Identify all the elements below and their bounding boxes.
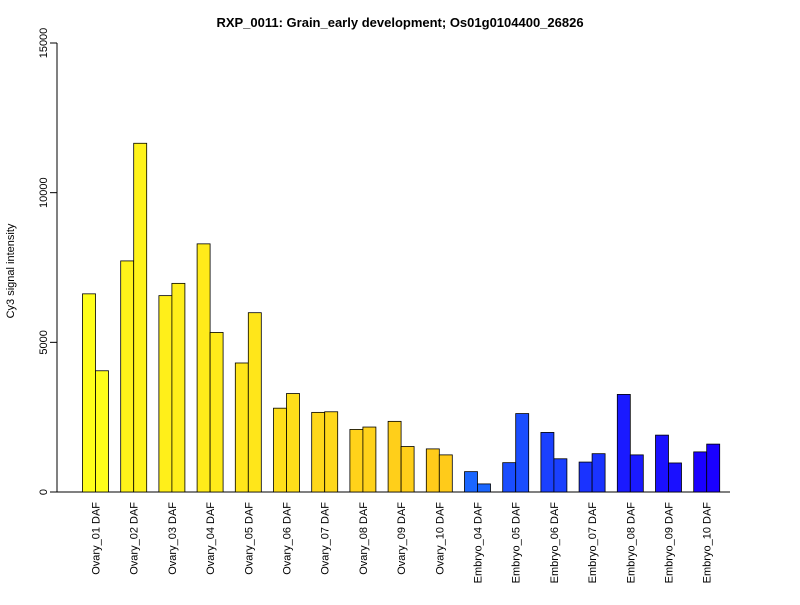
bar <box>349 429 364 493</box>
bar <box>324 411 339 493</box>
bar <box>477 483 491 493</box>
bar <box>311 411 326 493</box>
bar <box>464 471 478 493</box>
bar <box>655 434 669 493</box>
category-label: Ovary_03 DAF <box>167 502 179 575</box>
y-axis-label: Cy3 signal intensity <box>5 223 17 318</box>
bar <box>591 453 606 493</box>
bar <box>120 260 135 493</box>
chart-title: RXP_0011: Grain_early development; Os01g… <box>216 15 583 30</box>
bar <box>171 282 186 493</box>
category-label: Embryo_07 DAF <box>587 502 599 584</box>
bar <box>616 394 631 493</box>
bars-group <box>82 142 721 493</box>
category-label: Ovary_09 DAF <box>396 502 408 575</box>
category-labels: Ovary_01 DAF Ovary_02 DAF Ovary_03 DAF Ovar… <box>91 502 714 584</box>
category-label: Ovary_01 DAF <box>91 502 103 575</box>
category-label: Embryo_08 DAF <box>625 502 637 584</box>
category-label: Ovary_08 DAF <box>358 502 370 575</box>
bar <box>400 446 415 493</box>
bar <box>578 461 593 493</box>
bar <box>693 451 708 493</box>
bar <box>196 243 211 493</box>
bar <box>133 142 148 493</box>
bar <box>629 454 644 493</box>
bar <box>502 462 517 493</box>
bar <box>540 432 555 493</box>
bar <box>95 370 109 493</box>
y-axis: 0 5000 10000 15000 <box>38 28 58 495</box>
category-label: Embryo_09 DAF <box>664 502 676 584</box>
bar <box>438 454 453 493</box>
category-label: Embryo_06 DAF <box>549 502 561 584</box>
bar <box>425 448 440 493</box>
category-label: Ovary_10 DAF <box>434 502 446 575</box>
bar <box>286 393 300 493</box>
y-tick-label: 5000 <box>38 330 50 354</box>
bar <box>515 413 530 493</box>
bar <box>158 295 173 493</box>
bar <box>273 407 287 493</box>
y-tick-label: 10000 <box>38 177 50 208</box>
category-label: Ovary_05 DAF <box>243 502 255 575</box>
y-tick-label: 0 <box>38 489 50 495</box>
category-label: Embryo_04 DAF <box>473 502 485 584</box>
category-label: Embryo_10 DAF <box>702 502 714 584</box>
category-label: Ovary_04 DAF <box>205 502 217 575</box>
category-label: Ovary_06 DAF <box>282 502 294 575</box>
bar <box>706 443 721 493</box>
bar <box>668 462 682 493</box>
bar <box>247 312 262 493</box>
category-label: Ovary_02 DAF <box>129 502 141 575</box>
bar <box>234 362 249 493</box>
category-label: Embryo_05 DAF <box>511 502 523 584</box>
bar <box>387 420 402 493</box>
category-label: Ovary_07 DAF <box>320 502 332 575</box>
y-tick-label: 15000 <box>38 28 50 59</box>
bar <box>553 458 568 493</box>
bar <box>362 426 377 493</box>
bar <box>209 332 224 493</box>
bar <box>82 293 96 493</box>
